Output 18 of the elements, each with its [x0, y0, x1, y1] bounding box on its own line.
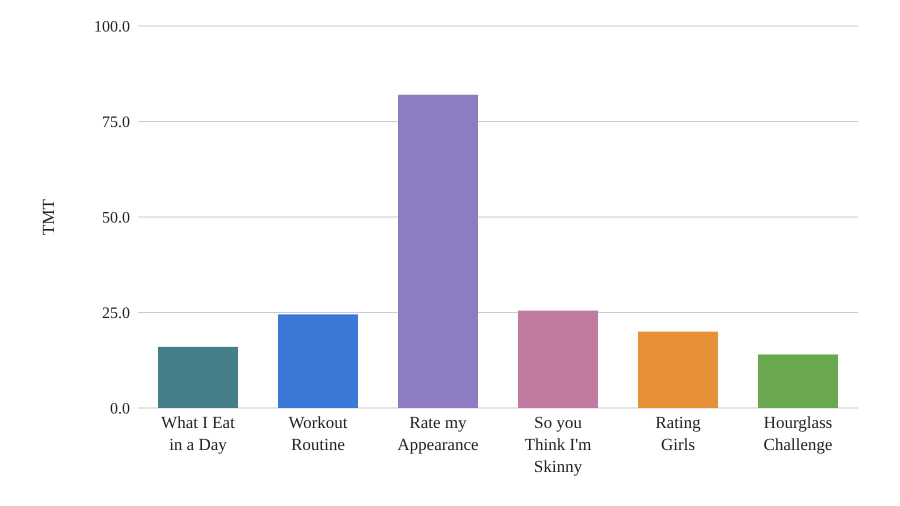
x-tick-label: Hourglass Challenge	[764, 413, 832, 454]
y-tick-label: 75.0	[102, 114, 130, 132]
x-tick-label: Rate my Appearance	[397, 413, 479, 454]
bar	[398, 94, 478, 408]
y-tick-label: 0.0	[110, 400, 130, 418]
y-tick-label: 25.0	[102, 305, 130, 322]
x-tick-label: Rating Girls	[655, 413, 702, 454]
bar	[638, 332, 718, 408]
bar	[518, 310, 598, 408]
x-tick-label: So you Think I'm Skinny	[524, 413, 592, 476]
x-tick-label: Workout Routine	[288, 413, 348, 454]
bar	[158, 346, 238, 408]
y-tick-label: 100.0	[94, 18, 130, 36]
y-axis-title: TMT	[39, 198, 58, 235]
bar	[758, 354, 838, 408]
y-tick-label: 50.0	[102, 210, 130, 227]
x-tick-label: What I Eat in a Day	[161, 413, 236, 454]
bar	[278, 314, 358, 408]
